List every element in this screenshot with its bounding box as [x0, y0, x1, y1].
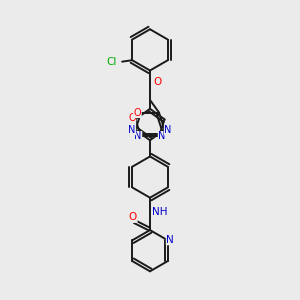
Text: N: N [158, 131, 166, 142]
Text: O: O [129, 212, 137, 222]
Text: O: O [134, 108, 141, 118]
Text: N: N [128, 125, 136, 135]
Text: N: N [134, 131, 142, 142]
Text: Cl: Cl [106, 57, 116, 67]
Text: N: N [166, 235, 174, 245]
Text: O: O [128, 113, 136, 124]
Text: NH: NH [152, 207, 167, 217]
Text: O: O [154, 77, 162, 87]
Text: N: N [164, 125, 172, 135]
